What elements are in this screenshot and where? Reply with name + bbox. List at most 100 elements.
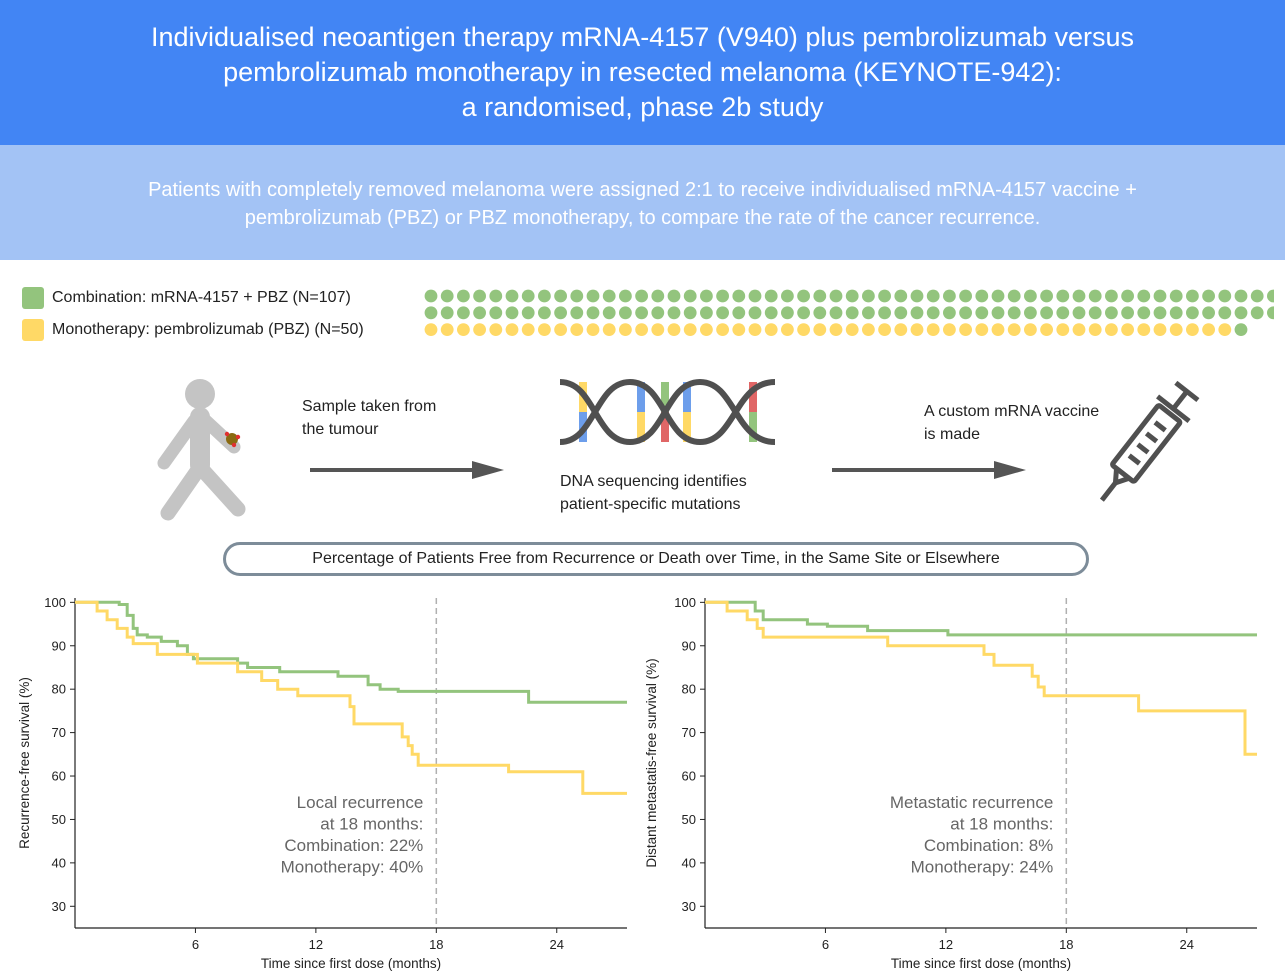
patient-dot-monotherapy (667, 323, 681, 336)
y-tick-label: 90 (52, 638, 66, 653)
patient-dot-combination (1024, 306, 1037, 320)
patient-dot-combination (602, 306, 616, 320)
patient-dot-combination (1121, 306, 1134, 320)
patient-dot-monotherapy (1169, 323, 1183, 336)
step-sequencing-line-1: DNA sequencing identifies (560, 473, 747, 490)
annotation-line: Local recurrence (297, 793, 424, 812)
patient-dot-combination (1007, 289, 1021, 303)
step-sequencing-line-2: patient-specific mutations (560, 496, 741, 513)
patient-dot-combination (1024, 289, 1037, 303)
legend-label-monotherapy: Monotherapy: pembrolizumab (PBZ) (N=50) (52, 321, 364, 338)
patient-dot-combination (1218, 306, 1232, 320)
patient-dot-combination (554, 289, 567, 303)
arrow-right-icon-2 (832, 461, 1026, 479)
patient-dot-combination (813, 306, 827, 320)
patient-dot-monotherapy (619, 323, 632, 336)
patient-dot-combination (554, 306, 567, 320)
step-vaccine-line-2: is made (924, 426, 981, 443)
patient-dot-combination (505, 306, 519, 320)
patient-dot-combination (781, 306, 794, 320)
patient-dot-combination (829, 306, 843, 320)
x-tick-label: 6 (192, 937, 199, 952)
patient-dot-combination (700, 306, 713, 320)
patient-dot-monotherapy (1088, 323, 1102, 336)
patient-dot-combination (1186, 306, 1199, 320)
legend-label-combination: Combination: mRNA-4157 + PBZ (N=107) (52, 289, 351, 306)
patient-dot-monotherapy (1121, 323, 1134, 336)
patient-dot-combination (1072, 306, 1086, 320)
patient-dot-combination (667, 306, 681, 320)
series-line-monotherapy (705, 600, 1257, 756)
patient-dot-monotherapy (959, 323, 972, 336)
step-sequencing-text: DNA sequencing identifies patient-specif… (560, 470, 747, 516)
patient-dot-combination (781, 289, 794, 303)
patient-dot-combination (1234, 306, 1248, 320)
x-tick-label: 6 (822, 937, 829, 952)
patient-dot-combination (1202, 289, 1215, 303)
subtitle-line-2: pembrolizumab (PBZ) or PBZ monotherapy, … (244, 207, 1041, 229)
patient-dot-combination (910, 306, 924, 320)
patient-dot-monotherapy (910, 323, 924, 336)
patient-dot-combination (1169, 306, 1183, 320)
patient-dot-monotherapy (1040, 323, 1053, 336)
patient-dot-monotherapy (1007, 323, 1021, 336)
patient-dot-combination (991, 306, 1005, 320)
patient-dot-monotherapy (424, 323, 438, 336)
title-line-1: Individualised neoantigen therapy mRNA-4… (150, 22, 1135, 52)
patient-dot-combination (943, 289, 956, 303)
x-tick-label: 18 (429, 937, 443, 952)
y-axis-label: Recurrence-free survival (%) (17, 677, 32, 849)
patient-dot-combination (505, 289, 519, 303)
patient-dot-combination (748, 289, 762, 303)
legend-combination: Combination: mRNA-4157 + PBZ (N=107) (22, 286, 351, 310)
patient-dot-combination (1088, 306, 1102, 320)
x-tick-label: 24 (1180, 937, 1194, 952)
patient-dot-monotherapy (845, 323, 859, 336)
patient-dot-combination (424, 306, 438, 320)
patient-dot-combination (457, 306, 470, 320)
patient-dot-combination (1153, 289, 1167, 303)
y-tick-label: 30 (682, 899, 696, 914)
patient-dot-combination (1153, 306, 1167, 320)
patient-dot-grid (424, 289, 1274, 336)
patient-dot-monotherapy (586, 323, 600, 336)
patient-dot-combination (748, 306, 762, 320)
patient-dot-combination (489, 306, 503, 320)
patient-dot-monotherapy (716, 323, 729, 336)
patient-dot-combination (521, 306, 535, 320)
patient-dot-combination (651, 306, 665, 320)
patient-dot-combination (716, 306, 729, 320)
title-line-3: a randomised, phase 2b study (461, 92, 824, 122)
person-icon (157, 379, 246, 521)
patient-dot-combination (538, 306, 551, 320)
patient-dot-combination (1234, 289, 1248, 303)
patient-dot-monotherapy (570, 323, 584, 336)
patient-dot-monotherapy (764, 323, 778, 336)
patient-dot-combination (862, 306, 875, 320)
patient-dot-combination (764, 306, 778, 320)
patient-dot-combination (1072, 289, 1086, 303)
series-line-combination (75, 600, 627, 704)
step-vaccine-text: A custom mRNA vaccine is made (924, 400, 1099, 446)
y-tick-label: 60 (52, 769, 66, 784)
patient-dot-combination (619, 306, 632, 320)
recurrence-free-survival-chart: 30 40 50 60 70 80 90 100 6 12 18 24 Time since first… (17, 595, 627, 971)
annotation-line: Combination: 22% (284, 836, 423, 855)
patient-dot-monotherapy (554, 323, 567, 336)
patient-dot-combination (975, 289, 989, 303)
patient-dot-monotherapy (1137, 323, 1151, 336)
y-tick-label: 70 (682, 725, 696, 740)
patient-dot-combination (1056, 306, 1070, 320)
patient-dot-combination (1056, 289, 1070, 303)
patient-dot-monotherapy (894, 323, 908, 336)
step-sample-text: Sample taken from the tumour (302, 395, 436, 441)
patient-dot-combination (878, 306, 891, 320)
patient-dot-combination (1105, 289, 1118, 303)
y-axis-label: Distant metastatis-free survival (%) (644, 658, 659, 867)
patient-dot-monotherapy (1218, 323, 1232, 336)
patient-dot-combination (1202, 306, 1215, 320)
y-tick-label: 70 (52, 725, 66, 740)
patient-dot-combination (1007, 306, 1021, 320)
patient-dot-combination (797, 289, 810, 303)
patient-dot-combination (862, 289, 875, 303)
